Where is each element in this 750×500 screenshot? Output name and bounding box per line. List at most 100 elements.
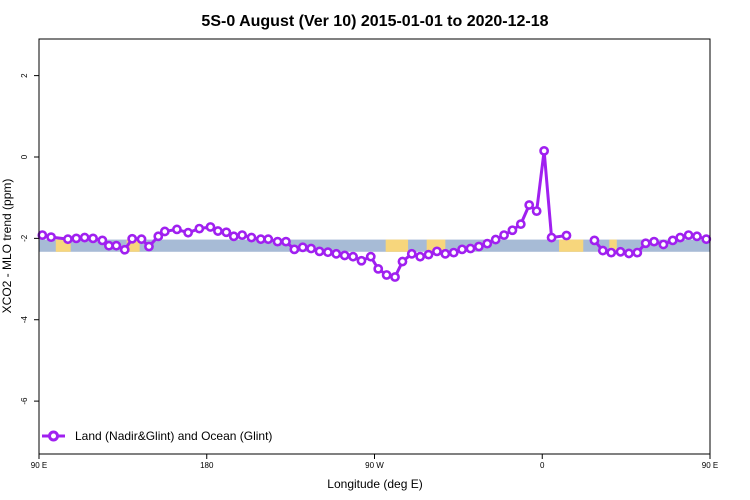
data-point (159, 226, 170, 237)
data-point (490, 234, 501, 245)
data-point (406, 248, 417, 259)
data-point (281, 236, 291, 247)
data-point (683, 230, 694, 241)
land-patch (385, 239, 409, 252)
data-point (297, 242, 308, 253)
data-point (356, 255, 367, 266)
data-point (606, 247, 617, 258)
legend: Land (Nadir&Glint) and Ocean (Glint) (42, 429, 272, 443)
data-point (373, 263, 384, 274)
y-tick-label: -6 (20, 397, 29, 405)
data-point (79, 232, 90, 243)
data-point (228, 231, 239, 242)
y-tick-label: 2 (20, 73, 29, 78)
ocean-band (39, 239, 710, 252)
data-point (415, 251, 426, 262)
data-point (667, 235, 678, 246)
data-point (237, 230, 248, 241)
data-point (658, 239, 669, 250)
data-point (348, 251, 358, 262)
y-tick-label: -4 (20, 316, 29, 324)
data-point (524, 200, 535, 210)
land-patch (609, 239, 617, 252)
data-point (473, 241, 484, 252)
data-point (111, 240, 122, 251)
data-point (615, 246, 626, 257)
data-point (306, 243, 317, 254)
x-tick-label: 90 E (702, 461, 718, 470)
data-point (515, 219, 526, 230)
data-point (539, 145, 550, 156)
data-point (37, 230, 48, 241)
data-point (127, 233, 138, 244)
data-point (423, 249, 434, 260)
legend-label: Land (Nadir&Glint) and Ocean (Glint) (75, 429, 272, 443)
data-point (632, 247, 643, 258)
data-point (440, 248, 451, 259)
data-point (331, 248, 342, 259)
data-point (701, 234, 712, 245)
data-point (183, 227, 194, 238)
x-tick-label: 90 E (31, 461, 47, 470)
data-point (172, 224, 182, 235)
data-point (432, 246, 442, 257)
data-point (465, 243, 476, 254)
data-point (205, 222, 216, 232)
data-point (289, 244, 300, 255)
data-point (221, 227, 232, 238)
data-point (561, 230, 572, 241)
data-point (46, 232, 57, 243)
legend-marker-swatch (48, 430, 59, 442)
series-line (42, 149, 567, 279)
data-point (507, 225, 518, 236)
data-point (71, 233, 82, 244)
x-tick-label: 180 (200, 461, 214, 470)
data-point (213, 226, 223, 236)
y-tick-label: -2 (20, 234, 29, 242)
data-point (381, 270, 392, 280)
data-point (255, 234, 266, 245)
data-point (499, 230, 509, 241)
data-point (246, 232, 257, 243)
y-axis-label: XCO2 - MLO trend (ppm) (0, 179, 14, 314)
data-point (365, 251, 376, 262)
data-point (263, 234, 274, 245)
data-point (589, 235, 600, 246)
data-point (624, 248, 634, 259)
data-point (88, 233, 98, 244)
data-point (339, 250, 350, 261)
data-point (314, 246, 325, 257)
data-point (448, 247, 459, 258)
data-point (323, 247, 333, 258)
data-point (546, 232, 557, 243)
x-axis: 90 E 180 90 W 0 90 E (31, 454, 718, 470)
data-point (397, 256, 408, 267)
data-point (390, 272, 400, 282)
data-point (597, 245, 608, 256)
data-point (640, 238, 651, 249)
data-point (194, 223, 205, 234)
land-patch (559, 239, 584, 252)
data-point (62, 234, 73, 245)
data-point (272, 236, 283, 247)
data-point (97, 235, 108, 246)
data-point (482, 238, 493, 249)
data-point (136, 234, 147, 245)
y-axis: 2 0 -2 -4 -6 (20, 73, 39, 405)
series-points-layer (37, 145, 712, 282)
data-point (531, 206, 542, 217)
data-point (119, 244, 130, 255)
data-point (649, 236, 659, 247)
data-point (103, 240, 114, 251)
x-tick-label: 0 (540, 461, 545, 470)
chart-title: 5S-0 August (Ver 10) 2015-01-01 to 2020-… (201, 13, 548, 30)
x-axis-label: Longitude (deg E) (327, 477, 422, 491)
data-point (153, 231, 164, 242)
background-band (39, 239, 710, 252)
x-tick-label: 90 W (365, 461, 384, 470)
data-point (144, 241, 154, 252)
y-tick-label: 0 (20, 154, 29, 159)
data-point (675, 232, 686, 243)
data-point (457, 244, 468, 255)
